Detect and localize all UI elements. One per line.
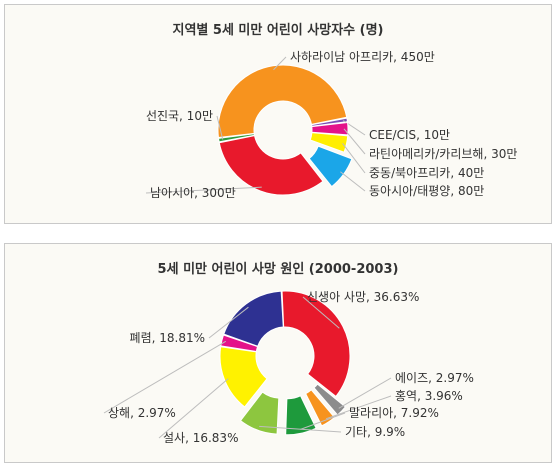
pie-slice xyxy=(217,133,256,143)
chart-panel-death-causes: 5세 미만 어린이 사망 원인 (2000-2003) 신생아 사망, 36.6… xyxy=(4,243,552,463)
slice-label: 동아시아/태평양, 80만 xyxy=(369,184,484,198)
slice-label: 말라리아, 7.92% xyxy=(349,406,439,420)
donut-chart-regional: 사하라이남 아프리카, 450만 CEE/CIS, 10만라틴아메리카/카리브해,… xyxy=(145,50,517,200)
leader-line xyxy=(302,296,340,329)
leader-line xyxy=(216,115,224,140)
leader-line xyxy=(326,395,392,420)
leader-line xyxy=(342,142,366,174)
chart-title: 지역별 5세 미만 어린이 사망자수 (명) xyxy=(172,23,384,38)
slice-label: 상해, 2.97% xyxy=(108,406,176,420)
pie-slice xyxy=(285,395,317,436)
leader-line xyxy=(340,171,366,192)
pie-slice xyxy=(304,389,336,427)
slice-label: 설사, 16.83% xyxy=(163,431,238,445)
pie-slice xyxy=(309,132,349,153)
slice-label: 선진국, 10만 xyxy=(146,109,213,123)
leader-line xyxy=(158,378,229,439)
pie-slice xyxy=(219,346,268,408)
pie-slice xyxy=(281,290,351,398)
leader-line xyxy=(273,56,287,71)
pie-slice xyxy=(218,135,324,196)
pie-slice xyxy=(223,290,284,347)
chart-panel-regional-deaths: 지역별 5세 미만 어린이 사망자수 (명) 사하라이남 아프리카, 450만 C… xyxy=(4,4,552,224)
leader-line xyxy=(103,340,227,414)
leader-line xyxy=(259,425,342,433)
leader-line xyxy=(300,412,346,430)
slice-label: 라틴아메리카/카리브해, 30만 xyxy=(369,147,517,161)
slice-label: 사하라이남 아프리카, 450만 xyxy=(290,50,435,64)
pie-slice xyxy=(217,64,348,139)
donut-chart-causes: 신생아 사망, 36.63% 에이즈, 2.97% 홍역, 3.96% 말라리아, 7… xyxy=(103,290,474,445)
slice-label: 홍역, 3.96% xyxy=(395,389,463,403)
slice-label: 기타, 9.9% xyxy=(345,425,405,439)
slice-label: 중동/북아프리카, 40만 xyxy=(369,166,484,180)
slice-label: 신생아 사망, 36.63% xyxy=(307,290,419,304)
slice-label: CEE/CIS, 10만 xyxy=(369,128,450,142)
pie-slice xyxy=(308,145,353,188)
slice-label: 남아시아, 300만 xyxy=(150,186,236,200)
chart-title: 5세 미만 어린이 사망 원인 (2000-2003) xyxy=(157,262,399,277)
leader-line xyxy=(338,377,392,409)
leader-line xyxy=(208,306,249,339)
slice-label: 에이즈, 2.97% xyxy=(395,371,474,385)
pie-slice xyxy=(313,383,347,416)
pie-slice xyxy=(239,391,280,435)
slice-label: 폐렴, 18.81% xyxy=(130,331,205,345)
leader-line xyxy=(145,186,262,194)
leader-line xyxy=(343,128,366,155)
